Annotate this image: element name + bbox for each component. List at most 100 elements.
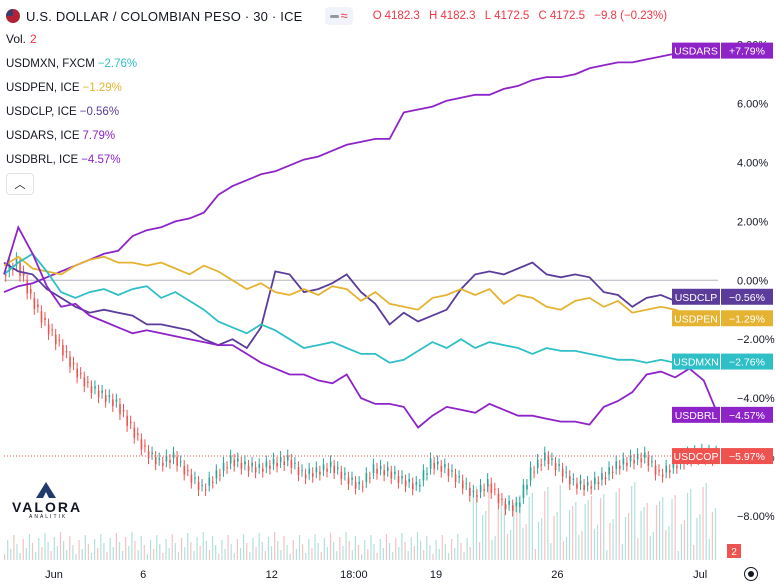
y-tick-label: −8.00% [737, 511, 775, 523]
candle-body [65, 350, 68, 353]
candle-body [451, 470, 453, 472]
symbol-title[interactable]: U.S. DOLLAR / COLOMBIAN PESO · 30 · ICE [26, 8, 303, 24]
volume-bar [652, 532, 655, 560]
volume-bar [435, 540, 437, 560]
legend-item-usdmxn[interactable]: USDMXN, FXCM −2.76% [6, 58, 138, 70]
candle-body [337, 467, 339, 469]
candle-body [362, 486, 364, 488]
candle-body [169, 459, 171, 463]
candle-body [212, 481, 214, 483]
series-line-usdmxn [3, 252, 719, 364]
candle-body [386, 467, 389, 471]
volume-bar [680, 524, 682, 560]
candle-body [101, 390, 103, 393]
volume-bar [364, 540, 366, 560]
volume-bar [165, 539, 167, 560]
legend-item-usdars[interactable]: USDARS, ICE 7.79% [6, 130, 116, 142]
candle-body [162, 462, 164, 466]
volume-bar [298, 535, 301, 560]
volume-bar [243, 534, 245, 560]
volume-bar [311, 548, 313, 560]
candle-body [526, 484, 528, 490]
volume-bar [646, 503, 648, 560]
volume-bar [587, 500, 589, 560]
volume-bar [149, 540, 152, 560]
settings-icon[interactable] [744, 567, 758, 581]
candle-body [561, 468, 564, 477]
volume-bar [683, 520, 686, 560]
volume-label[interactable]: Vol. 2 [6, 32, 37, 46]
volume-bar [47, 542, 49, 560]
candle-body [394, 471, 396, 474]
volume-bar [513, 503, 515, 560]
volume-bar [28, 534, 31, 560]
end-label-value-box [721, 288, 773, 305]
volume-bar [72, 545, 74, 560]
volume-bar [75, 554, 77, 560]
volume-bar [13, 535, 15, 560]
volume-bar [559, 485, 561, 560]
legend-item-usdbrl[interactable]: USDBRL, ICE −4.57% [6, 154, 121, 166]
volume-bar [497, 509, 499, 560]
candle-body [272, 458, 275, 465]
volume-bar [208, 550, 211, 560]
candle-body [219, 474, 221, 476]
candle-body [329, 461, 332, 468]
volume-bar [246, 543, 248, 560]
legend-item-usdpen[interactable]: USDPEN, ICE −1.29% [6, 82, 122, 94]
volume-bar [627, 513, 630, 560]
volume-bar [174, 543, 176, 560]
volume-bar [280, 550, 282, 560]
volume-bar [90, 553, 93, 560]
collapse-legend-button[interactable]: ︿ [6, 173, 34, 195]
y-tick-label: 2.00% [737, 216, 768, 228]
x-tick-label: 26 [551, 569, 563, 581]
volume-bar [35, 552, 37, 560]
volume-bar [233, 553, 235, 560]
y-tick-label: −2.00% [737, 334, 775, 346]
candle-body [183, 465, 186, 475]
volume-bar [78, 540, 80, 560]
volume-bar [541, 518, 543, 560]
volume-bar [62, 541, 65, 560]
candle-body [519, 502, 521, 507]
candle-body [347, 477, 350, 485]
candle-body [511, 505, 514, 511]
end-label-name: USDCLP [675, 292, 718, 304]
chart-style-toggle[interactable]: ≈ [324, 7, 353, 25]
volume-bar [106, 552, 108, 560]
volume-bar [292, 540, 294, 560]
candle-body [583, 484, 585, 491]
legend-item-usdclp[interactable]: USDCLP, ICE −0.56% [6, 106, 120, 118]
volume-bar [618, 488, 620, 560]
volume-bar [323, 538, 325, 560]
volume-bar [373, 544, 375, 560]
volume-bar [423, 550, 425, 560]
volume-bar [53, 537, 55, 560]
y-tick-label: 6.00% [737, 99, 768, 111]
volume-bar [469, 547, 471, 560]
volume-bar [637, 538, 639, 560]
candle-body [529, 467, 532, 481]
candle-body [515, 502, 518, 507]
candle-body [237, 458, 239, 462]
volume-bar [84, 535, 86, 560]
candle-body [294, 462, 296, 464]
end-label-value: −2.76% [729, 357, 765, 369]
volume-bar [224, 549, 226, 560]
candle-body [586, 481, 589, 486]
volume-bar [267, 537, 270, 560]
candle-body [158, 458, 161, 460]
volume-bar [140, 536, 142, 560]
volume-bar [16, 544, 18, 560]
volume-bar [407, 551, 409, 560]
candle-body [12, 268, 14, 270]
candle-body [44, 317, 46, 321]
volume-bar [221, 540, 223, 560]
volume-bar [103, 543, 105, 560]
volume-bar [215, 545, 217, 560]
volume-bar [711, 512, 713, 560]
volume-bar [392, 552, 394, 560]
volume-bar [317, 543, 319, 560]
